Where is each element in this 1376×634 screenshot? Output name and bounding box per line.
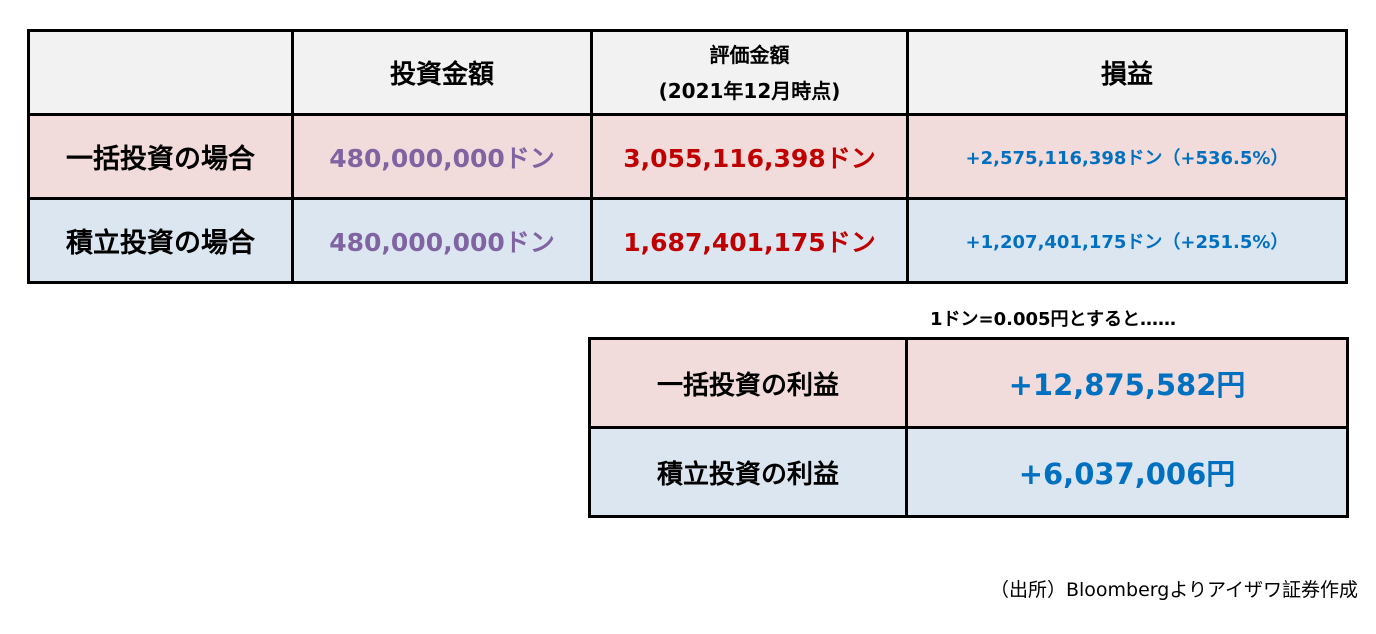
investment-value: 480,000,000ドン (329, 228, 555, 257)
row-label: 積立投資の場合 (66, 228, 255, 259)
profit-value-cell: +12,875,582円 (907, 339, 1348, 428)
header-blank-cell (29, 31, 293, 115)
profit-table: 一括投資の利益 +12,875,582円 積立投資の利益 +6,037,006円 (588, 337, 1349, 518)
profit-loss-value: +2,575,116,398ドン（+536.5%） (966, 148, 1289, 169)
table-row-lump-sum: 一括投資の場合 480,000,000ドン 3,055,116,398ドン +2… (29, 115, 1347, 199)
table-row-installment: 積立投資の場合 480,000,000ドン 1,687,401,175ドン +1… (29, 199, 1347, 283)
header-investment-amount-label: 投資金額 (390, 60, 494, 90)
investment-value: 480,000,000ドン (329, 144, 555, 173)
profit-value: +12,875,582円 (1009, 368, 1246, 402)
row-label-cell: 積立投資の場合 (29, 199, 293, 283)
profit-loss-cell: +1,207,401,175ドン（+251.5%） (908, 199, 1347, 283)
conversion-note: 1ドン=0.005円とすると…… (930, 305, 1176, 331)
profit-loss-value: +1,207,401,175ドン（+251.5%） (966, 232, 1289, 253)
comparison-table: 投資金額 評価金額 (2021年12月時点) 損益 一括投資の場合 480,00… (27, 29, 1348, 284)
valuation-value: 1,687,401,175ドン (623, 228, 875, 257)
profit-value-cell: +6,037,006円 (907, 428, 1348, 517)
header-valuation-line2: (2021年12月時点) (593, 73, 906, 109)
header-profit-loss: 損益 (908, 31, 1347, 115)
header-profit-loss-label: 損益 (1101, 60, 1153, 90)
header-valuation: 評価金額 (2021年12月時点) (592, 31, 908, 115)
profit-row-installment: 積立投資の利益 +6,037,006円 (590, 428, 1348, 517)
valuation-cell: 3,055,116,398ドン (592, 115, 908, 199)
profit-label-cell: 積立投資の利益 (590, 428, 907, 517)
valuation-value: 3,055,116,398ドン (623, 144, 875, 173)
profit-label: 積立投資の利益 (657, 460, 839, 490)
row-label: 一括投資の場合 (66, 144, 255, 175)
profit-label: 一括投資の利益 (657, 371, 839, 401)
valuation-cell: 1,687,401,175ドン (592, 199, 908, 283)
header-valuation-line1: 評価金額 (593, 37, 906, 73)
profit-value: +6,037,006円 (1019, 457, 1236, 491)
profit-row-lump-sum: 一括投資の利益 +12,875,582円 (590, 339, 1348, 428)
profit-loss-cell: +2,575,116,398ドン（+536.5%） (908, 115, 1347, 199)
investment-cell: 480,000,000ドン (293, 115, 592, 199)
header-investment-amount: 投資金額 (293, 31, 592, 115)
profit-label-cell: 一括投資の利益 (590, 339, 907, 428)
investment-cell: 480,000,000ドン (293, 199, 592, 283)
table-header-row: 投資金額 評価金額 (2021年12月時点) 損益 (29, 31, 1347, 115)
source-note: （出所）Bloombergよりアイザワ証券作成 (990, 575, 1358, 602)
row-label-cell: 一括投資の場合 (29, 115, 293, 199)
